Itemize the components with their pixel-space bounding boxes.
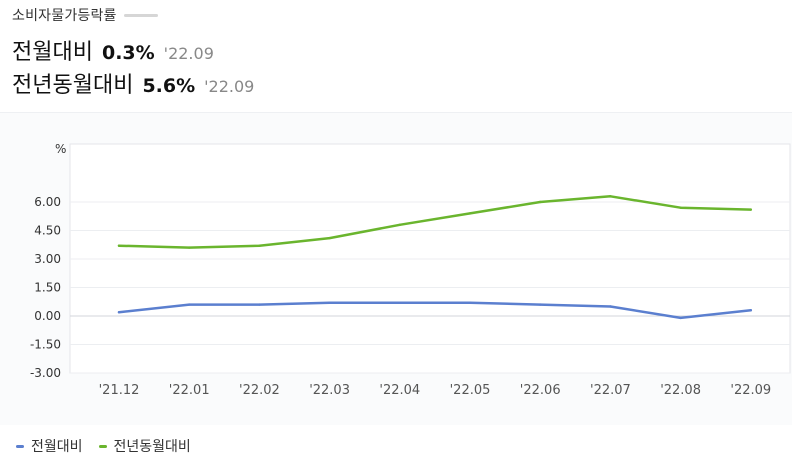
x-tick-label: '22.07 [590, 383, 631, 398]
y-unit-label: % [55, 142, 66, 156]
data-point[interactable] [468, 301, 472, 304]
y-tick-label: 1.50 [34, 281, 61, 295]
stat-mom: 전월대비 0.3% '22.09 [12, 34, 214, 65]
stat-yoy: 전년동월대비 5.6% '22.09 [12, 67, 255, 98]
x-tick-label: '21.12 [99, 383, 140, 398]
data-point[interactable] [539, 303, 542, 306]
stat-yoy-label: 전년동월대비 [12, 73, 134, 98]
x-tick-label: '22.02 [239, 383, 280, 398]
data-point[interactable] [328, 236, 331, 240]
x-axis-ticks: '21.12 '22.01 '22.02 '22.03 '22.04 '22.05 '22.… [99, 383, 772, 398]
data-point[interactable] [117, 244, 121, 247]
legend-label-mom: 전월대비 [31, 439, 83, 455]
data-point[interactable] [749, 309, 752, 312]
title-underline-decoration [123, 13, 158, 17]
y-tick-label: 3.00 [34, 252, 61, 266]
stat-mom-label: 전월대비 [12, 40, 93, 65]
legend: 전월대비 전년동월대비 [16, 436, 207, 456]
series-line-yoy[interactable] [117, 195, 753, 249]
legend-label-yoy: 전년동월대비 [113, 439, 191, 455]
legend-item-yoy[interactable]: 전년동월대비 [98, 436, 191, 456]
y-tick-label: 0.00 [34, 309, 61, 323]
data-point[interactable] [188, 246, 191, 249]
chart-title: 소비자물가등락률 [12, 8, 117, 24]
data-point[interactable] [188, 303, 191, 306]
y-tick-label: -3.00 [30, 366, 61, 380]
data-point[interactable] [398, 223, 401, 226]
x-tick-label: '22.01 [169, 383, 210, 398]
x-tick-label: '22.08 [660, 383, 701, 398]
y-axis-ticks: 6.00 4.50 3.00 1.50 0.00 -1.50 -3.00 [30, 195, 61, 380]
stat-yoy-value: 5.6% [142, 75, 196, 97]
data-point[interactable] [749, 208, 752, 211]
data-point[interactable] [328, 301, 331, 304]
legend-swatch-mom [16, 444, 24, 448]
data-point[interactable] [679, 206, 682, 209]
data-point[interactable] [258, 244, 261, 247]
x-tick-label: '22.05 [450, 383, 491, 398]
grid-lines [70, 201, 790, 374]
y-tick-label: 4.50 [34, 224, 61, 238]
x-tick-label: '22.09 [730, 383, 771, 398]
data-point[interactable] [609, 195, 612, 198]
series-line-mom[interactable] [117, 301, 753, 320]
legend-item-mom[interactable]: 전월대비 [16, 436, 83, 456]
stat-yoy-date: '22.09 [204, 77, 255, 96]
y-tick-label: 6.00 [34, 195, 61, 209]
data-point[interactable] [468, 212, 472, 215]
legend-swatch-yoy [98, 444, 107, 448]
x-tick-label: '22.03 [309, 383, 350, 398]
data-point[interactable] [679, 316, 682, 320]
x-tick-label: '22.06 [520, 383, 561, 398]
chart-title-row: 소비자물가등락률 [12, 5, 158, 25]
data-point[interactable] [539, 200, 542, 204]
data-point[interactable] [258, 303, 261, 306]
stat-mom-date: '22.09 [163, 44, 214, 63]
y-tick-label: -1.50 [30, 338, 61, 352]
stat-mom-value: 0.3% [101, 42, 155, 64]
series-lines [117, 195, 753, 320]
x-tick-label: '22.04 [379, 383, 420, 398]
data-point[interactable] [609, 305, 612, 308]
data-point[interactable] [117, 311, 121, 314]
data-point[interactable] [398, 301, 401, 304]
